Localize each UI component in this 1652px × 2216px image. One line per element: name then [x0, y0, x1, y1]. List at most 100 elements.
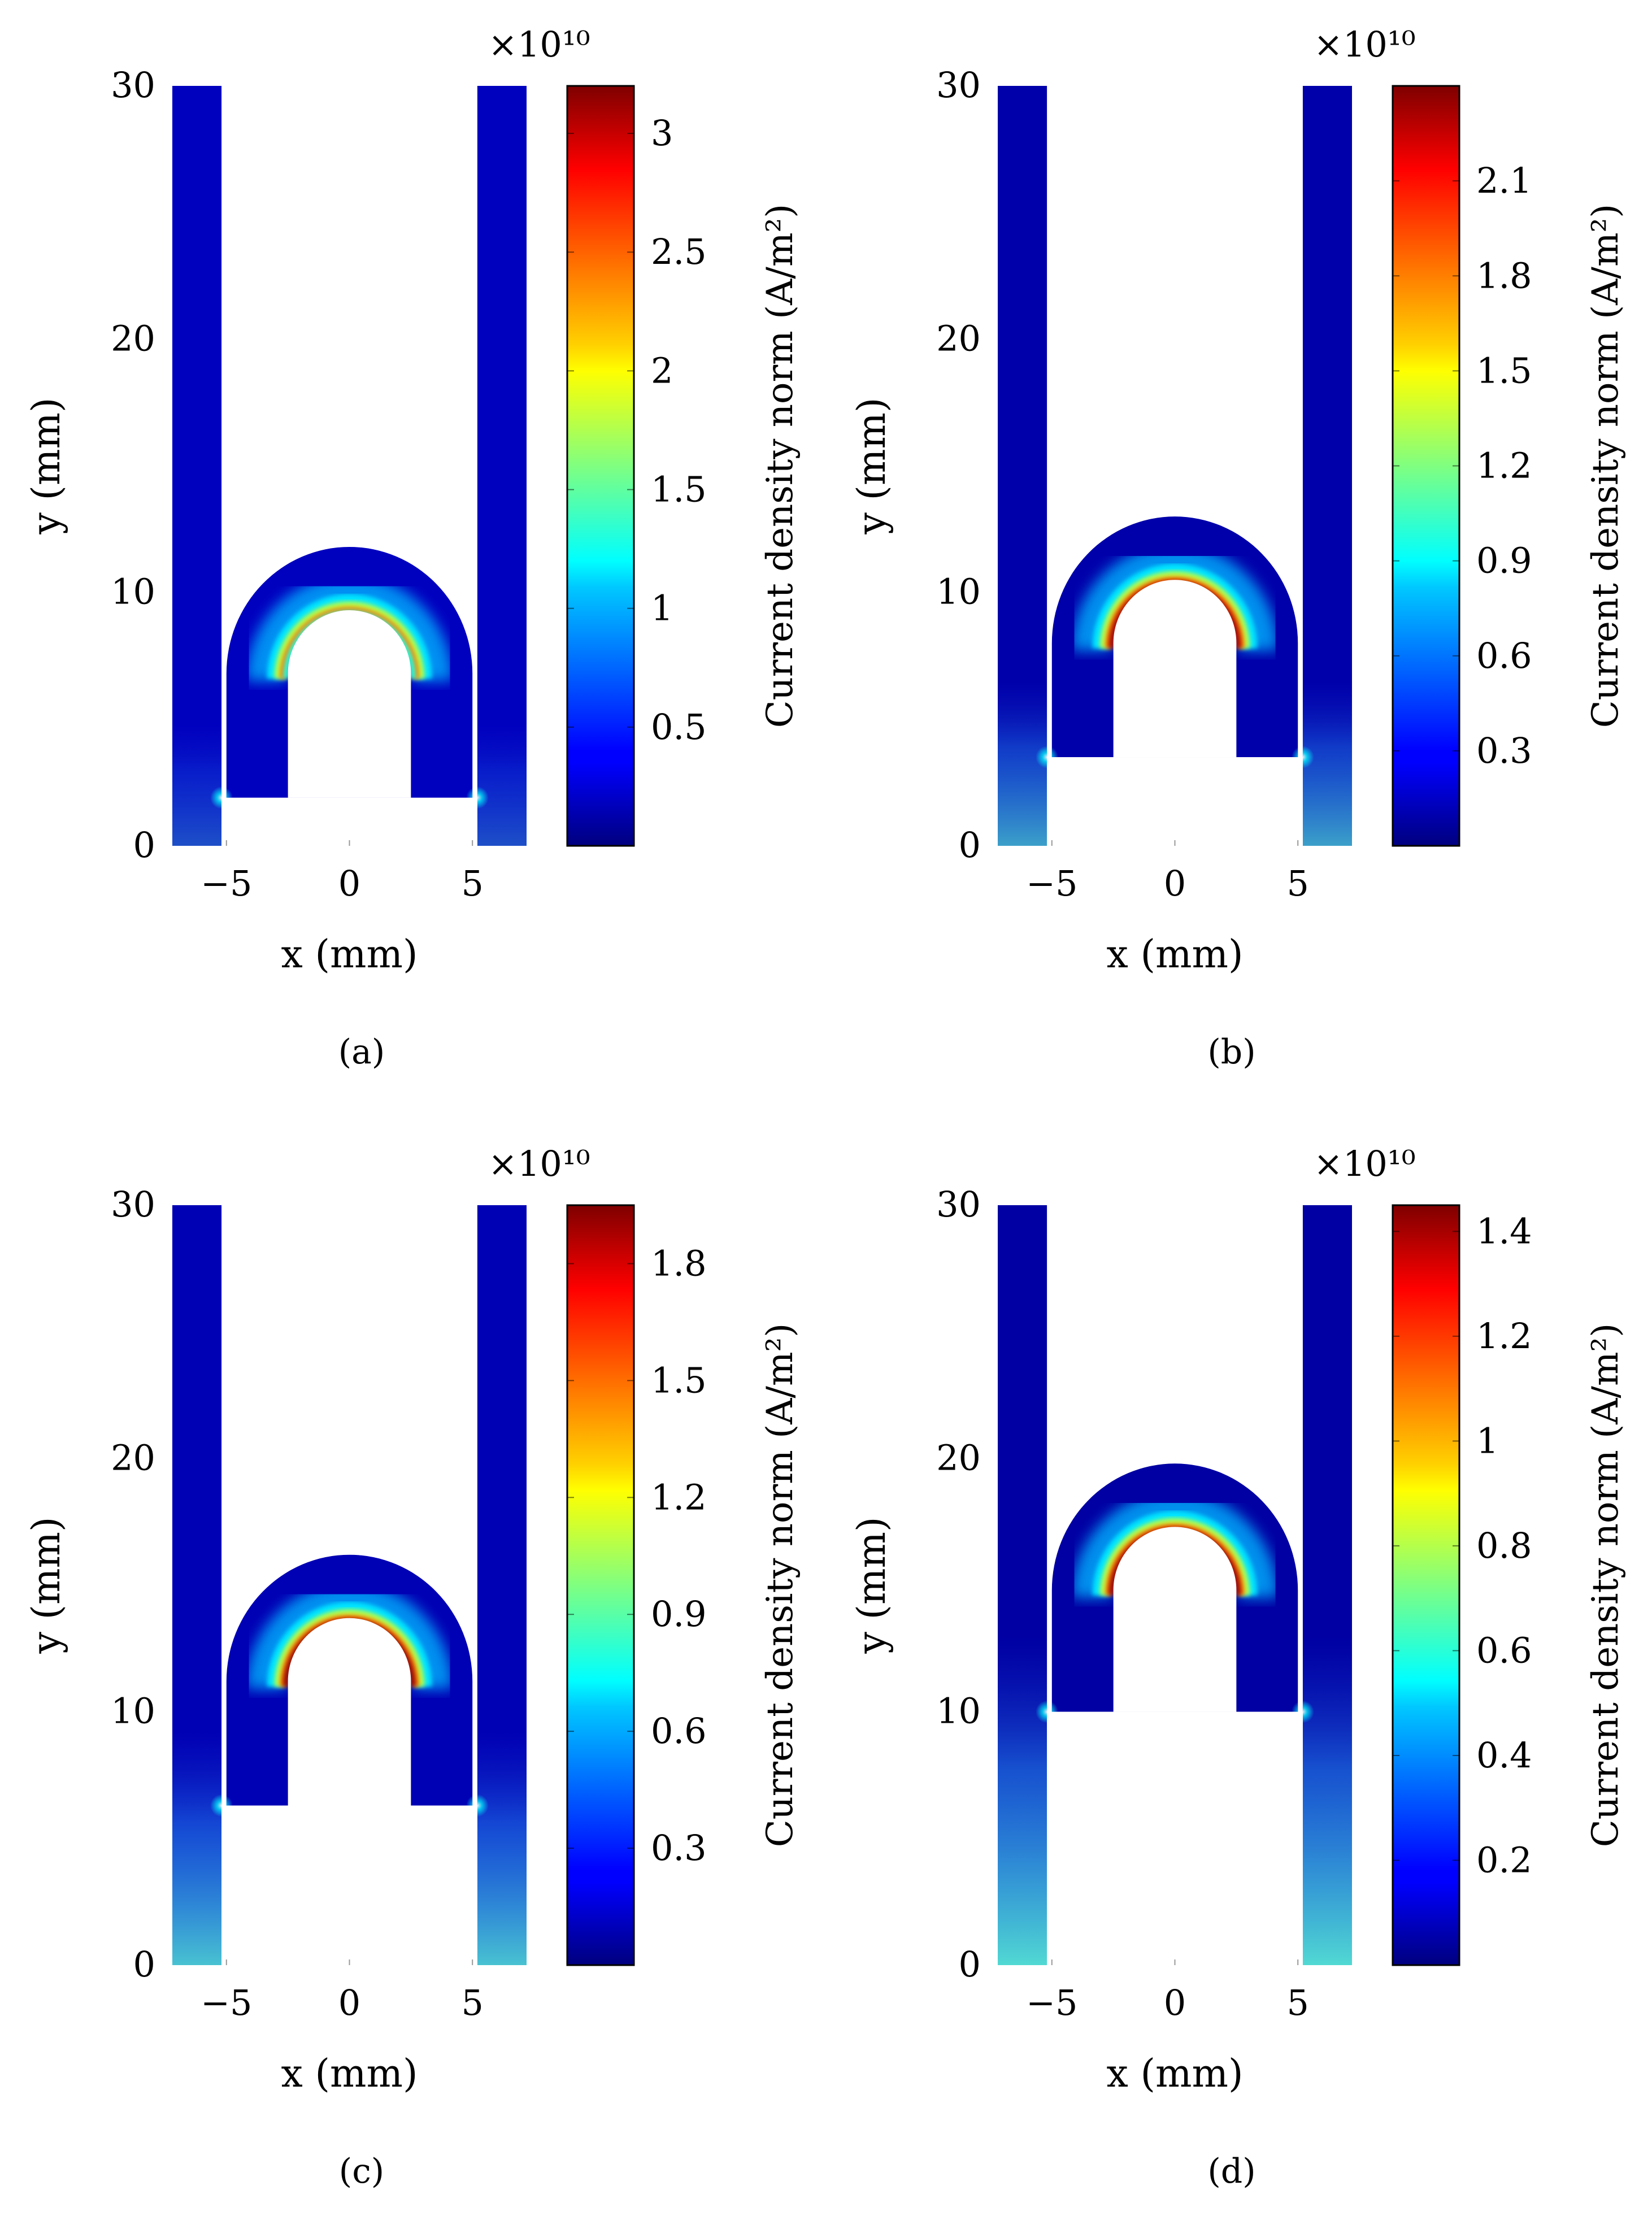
panel-d: −5 0 5 0 10 20 30 x (mm) y (mm) 0.2 0.4 0.6 0.8 1 1.2 1… — [850, 1143, 1627, 2191]
y-axis-title: y (mm) — [24, 1517, 69, 1654]
panel-label: (b) — [1207, 1032, 1255, 1072]
y-axis-title: y (mm) — [850, 1517, 894, 1654]
lower-gap — [221, 797, 477, 846]
rail-glow-right — [477, 1730, 527, 1965]
inner-slot — [288, 610, 411, 798]
colorbar-tick-label: 1.4 — [1476, 1210, 1532, 1252]
colorbar-tick-label: 1.8 — [651, 1242, 707, 1284]
colorbar-c: 0.3 0.6 0.9 1.2 1.5 1.8 ×10¹⁰ Current density n… — [488, 1143, 801, 1966]
y-tick-label: 10 — [936, 1691, 981, 1732]
panel-label: (a) — [338, 1032, 385, 1072]
rail-glow-left — [998, 1636, 1047, 1965]
x-tick-label: 0 — [1164, 1982, 1186, 2023]
colorbar-tick-label: 2.5 — [651, 231, 707, 272]
colorbar-a: 0.5 1 1.5 2 2.5 3 ×10¹⁰ Current density norm (A… — [488, 24, 801, 847]
colorbar-ramp — [1392, 85, 1460, 847]
colorbar-b: 0.3 0.6 0.9 1.2 1.5 1.8 2.1 ×10¹⁰ Current densit… — [1314, 24, 1627, 847]
colorbar-tick-label: 0.6 — [1476, 1630, 1532, 1671]
colorbar-title: Current density norm (A/m²) — [1585, 1323, 1627, 1848]
y-tick-label: 20 — [936, 318, 981, 359]
y-axis-title: y (mm) — [850, 397, 894, 535]
colorbar-multiplier: ×10¹⁰ — [488, 24, 590, 65]
y-tick-label: 30 — [936, 1184, 981, 1225]
colorbar-tick-label: 0.6 — [651, 1710, 707, 1752]
colorbar-tick-label: 0.4 — [1476, 1735, 1532, 1776]
panel-b: −5 0 5 0 10 20 30 x (mm) y (mm) 0.3 0.6 0.9 1.2 1.5 1.… — [850, 24, 1627, 1072]
lower-gap — [1047, 757, 1303, 846]
colorbar-ramp — [566, 85, 635, 847]
colorbar-d: 0.2 0.4 0.6 0.8 1 1.2 1.4 ×10¹⁰ Current density … — [1314, 1143, 1627, 1966]
colorbar-tick-label: 0.9 — [1476, 540, 1532, 581]
rail-glow-left — [172, 722, 222, 846]
x-tick-label: 5 — [1286, 1982, 1308, 2023]
y-tick-label: 20 — [111, 318, 155, 359]
colorbar-tick-label: 1.8 — [1476, 255, 1532, 296]
colorbar-tick-label: 0.8 — [1476, 1525, 1532, 1566]
x-tick-label: 5 — [1286, 863, 1308, 904]
y-tick-label: 20 — [936, 1437, 981, 1478]
inner-slot — [288, 1618, 411, 1806]
inner-slot — [1113, 1527, 1237, 1712]
x-axis-title: x (mm) — [1107, 932, 1244, 977]
y-tick-label: 10 — [111, 1691, 155, 1732]
colorbar-title: Current density norm (A/m²) — [1585, 204, 1627, 728]
rail-glow-left — [172, 1730, 222, 1965]
x-tick-label: 5 — [461, 863, 483, 904]
colorbar-tick-label: 2.1 — [1476, 160, 1532, 201]
colorbar-title: Current density norm (A/m²) — [759, 1323, 801, 1848]
colorbar-tick-label: 1.2 — [1476, 1315, 1532, 1357]
y-tick-label: 30 — [936, 64, 981, 106]
y-tick-label: 0 — [959, 824, 981, 866]
arc-band-1 — [274, 1609, 425, 1687]
colorbar-tick-label: 1.2 — [1476, 445, 1532, 486]
x-tick-label: −5 — [201, 863, 252, 904]
colorbar-tick-label: 1.2 — [651, 1476, 707, 1518]
y-tick-label: 30 — [111, 1184, 155, 1225]
rail-glow-right — [477, 722, 527, 846]
x-axis-title: x (mm) — [281, 932, 418, 977]
y-tick-label: 10 — [936, 571, 981, 612]
x-tick-label: −5 — [1026, 863, 1077, 904]
x-tick-label: −5 — [1026, 1982, 1077, 2023]
y-tick-label: 0 — [133, 824, 155, 866]
colorbar-title: Current density norm (A/m²) — [759, 204, 801, 728]
lower-gap — [1047, 1711, 1303, 1965]
y-tick-label: 20 — [111, 1437, 155, 1478]
colorbar-tick-label: 0.6 — [1476, 635, 1532, 676]
colorbar-ramp — [566, 1204, 635, 1966]
y-axis-title: y (mm) — [24, 397, 69, 535]
y-tick-label: 10 — [111, 571, 155, 612]
y-tick-label: 30 — [111, 64, 155, 106]
x-tick-label: −5 — [201, 1982, 252, 2023]
colorbar-tick-label: 3 — [651, 112, 673, 154]
x-tick-label: 0 — [1164, 863, 1186, 904]
colorbar-tick-label: 0.5 — [651, 706, 707, 748]
colorbar-tick-label: 1.5 — [1476, 350, 1532, 391]
x-tick-label: 0 — [338, 1982, 360, 2023]
colorbar-tick-label: 1.5 — [651, 469, 707, 510]
arc-band-1 — [274, 601, 425, 679]
x-axis-title: x (mm) — [1107, 2052, 1244, 2096]
y-tick-label: 0 — [133, 1944, 155, 1985]
x-tick-label: 0 — [338, 863, 360, 904]
colorbar-multiplier: ×10¹⁰ — [1314, 1143, 1416, 1184]
colorbar-tick-label: 0.3 — [1476, 730, 1532, 771]
panel-label: (d) — [1207, 2152, 1255, 2191]
colorbar-ramp — [1392, 1204, 1460, 1966]
colorbar-tick-label: 0.2 — [1476, 1839, 1532, 1880]
panel-a: −5 0 5 0 10 20 30 x (mm) y (mm) 0.5 1 1.5 2 2.5 3 ×10¹⁰… — [24, 24, 801, 1072]
colorbar-multiplier: ×10¹⁰ — [488, 1143, 590, 1184]
colorbar-tick-label: 0.3 — [651, 1827, 707, 1869]
x-axis-title: x (mm) — [281, 2052, 418, 2096]
colorbar-tick-label: 1 — [1476, 1420, 1498, 1461]
y-tick-label: 0 — [959, 1944, 981, 1985]
rail-glow-right — [1302, 1636, 1352, 1965]
colorbar-multiplier: ×10¹⁰ — [1314, 24, 1416, 65]
colorbar-tick-label: 1 — [651, 588, 673, 629]
colorbar-tick-label: 0.9 — [651, 1593, 707, 1635]
panel-c: −5 0 5 0 10 20 30 x (mm) y (mm) 0.3 0.6 0.9 1.2 1.5 1.… — [24, 1143, 801, 2191]
colorbar-tick-label: 1.5 — [651, 1359, 707, 1401]
colorbar-tick-label: 2 — [651, 350, 673, 391]
panel-label: (c) — [339, 2152, 384, 2191]
